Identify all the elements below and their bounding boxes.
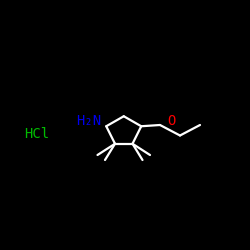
Text: O: O (167, 114, 175, 128)
Text: HCl: HCl (24, 127, 49, 141)
Text: H₂N: H₂N (76, 114, 101, 128)
